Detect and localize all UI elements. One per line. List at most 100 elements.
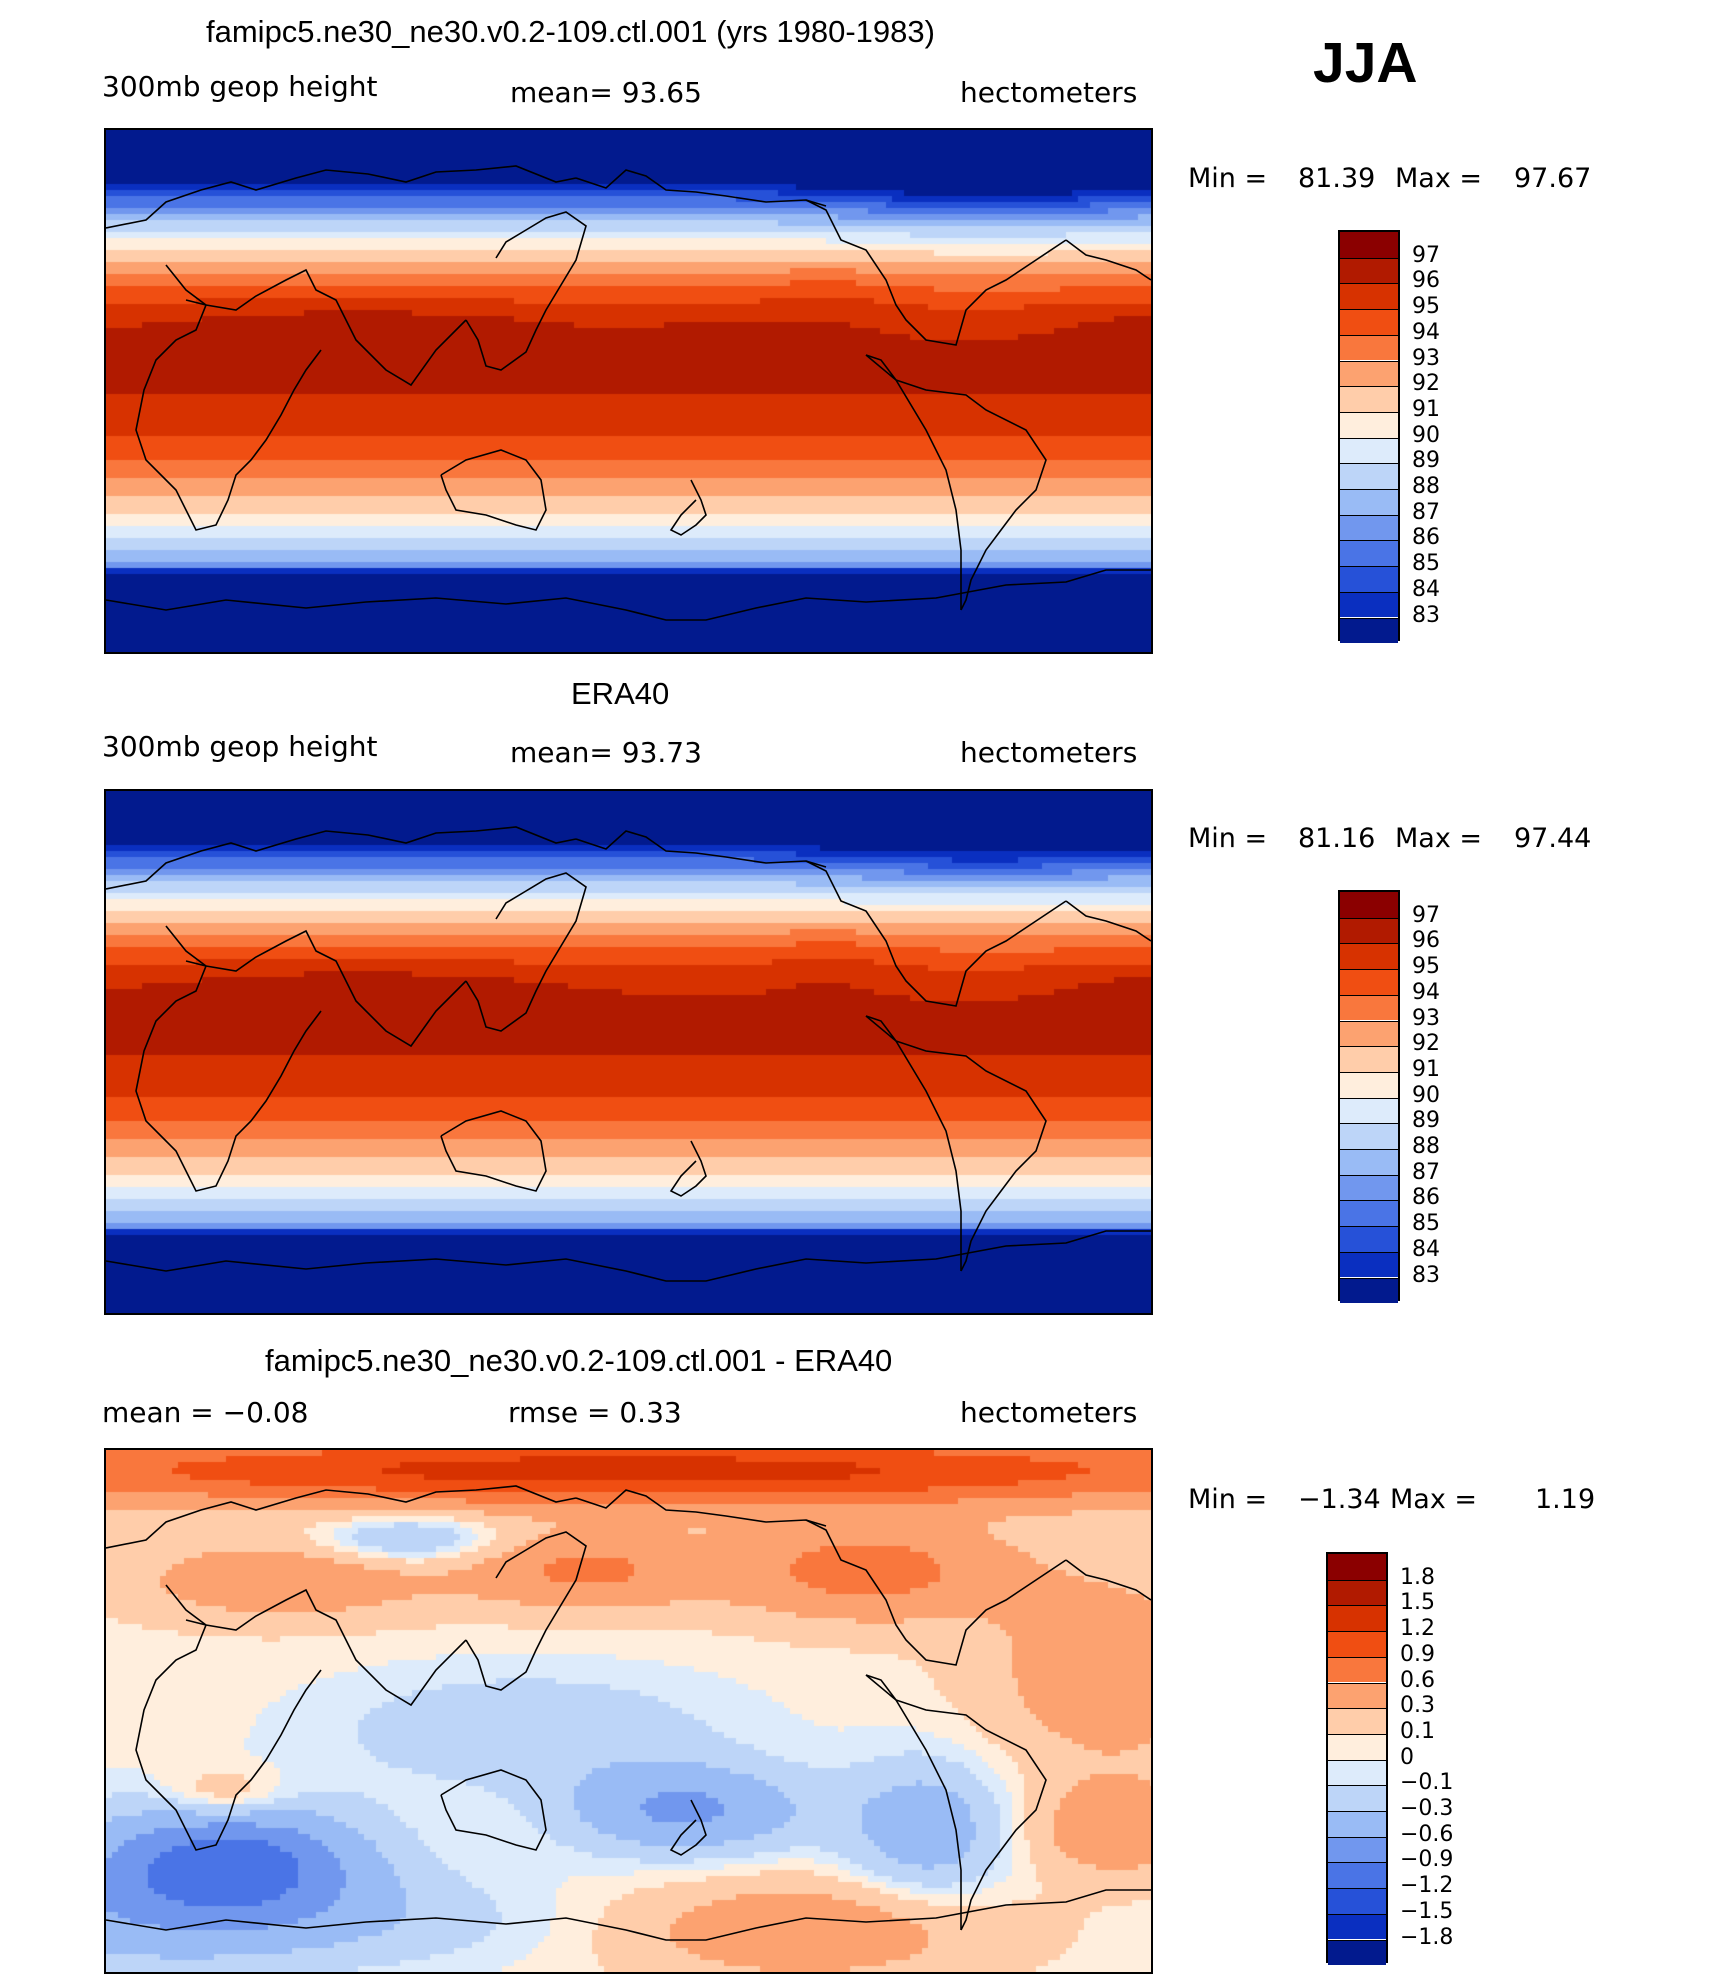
colorbar-swatch <box>1328 1605 1386 1632</box>
colorbar-level-label: 1.5 <box>1400 1590 1435 1616</box>
panel1-max-value: 97.67 <box>1514 163 1592 194</box>
panel3-min-value: −1.34 <box>1298 1484 1381 1515</box>
filled-contour-field <box>106 1450 1151 1972</box>
colorbar-level-label: 89 <box>1412 448 1440 474</box>
panel1-title: famipc5.ne30_ne30.v0.2-109.ctl.001 (yrs … <box>206 14 935 49</box>
colorbar-level-label: 91 <box>1412 396 1440 422</box>
coastline <box>865 1674 962 1930</box>
colorbar-level-label: 95 <box>1412 294 1440 320</box>
colorbar-swatch <box>1340 943 1398 970</box>
colorbar-level-label: 93 <box>1412 345 1440 371</box>
coastline <box>440 449 547 531</box>
colorbar-level-label: 96 <box>1412 268 1440 294</box>
coastline <box>865 1674 1047 1931</box>
filled-contour-field <box>106 791 1151 1313</box>
panel2-map <box>104 789 1153 1315</box>
colorbar-swatch <box>1340 994 1398 1021</box>
panel3-map <box>104 1448 1153 1974</box>
colorbar-level-label: −0.3 <box>1400 1796 1454 1821</box>
colorbar-level-label: 0.6 <box>1400 1667 1435 1693</box>
colorbar-swatch-stack <box>1326 1552 1388 1966</box>
filled-contour-field <box>106 130 1151 652</box>
coastline <box>106 1889 1151 1941</box>
coastline <box>135 264 322 531</box>
coastline <box>1065 900 1151 942</box>
colorbar-swatch <box>1340 1251 1398 1278</box>
colorbar-level-label: 83 <box>1412 1262 1440 1288</box>
colorbar-swatch-stack <box>1338 230 1400 644</box>
panel1-max-label: Max = <box>1395 163 1483 194</box>
panel3-title: famipc5.ne30_ne30.v0.2-109.ctl.001 - ERA… <box>265 1343 893 1378</box>
colorbar-swatch <box>1328 1733 1386 1760</box>
coastline <box>669 479 707 536</box>
colorbar-level-label: 0.9 <box>1400 1641 1435 1667</box>
colorbar-swatch <box>1340 360 1398 387</box>
season-label: JJA <box>1313 31 1418 95</box>
coastline <box>669 1140 707 1197</box>
coastline <box>575 1489 827 1527</box>
panel2-max-label: Max = <box>1395 823 1483 854</box>
panel2-min-label: Min = <box>1188 823 1268 854</box>
colorbar-level-label: 97 <box>1412 242 1440 268</box>
coastline <box>465 872 587 1032</box>
coastline <box>805 1519 1067 1666</box>
colorbar-swatch <box>1340 617 1398 644</box>
colorbar-level-label: 88 <box>1412 1134 1440 1159</box>
colorbar-swatch <box>1328 1939 1386 1966</box>
colorbar-swatch <box>1340 283 1398 310</box>
panel2-variable-label: 300mb geop height <box>102 730 378 763</box>
colorbar-swatch <box>1340 1123 1398 1149</box>
colorbar-swatch <box>1328 1682 1386 1709</box>
coastline <box>440 1110 547 1192</box>
coastline <box>106 165 577 229</box>
panel3-mean-label: mean = −0.08 <box>102 1396 309 1429</box>
colorbar-swatch <box>1340 1046 1398 1072</box>
panel2-title: ERA40 <box>571 676 670 711</box>
colorbar-level-label: 1.2 <box>1400 1616 1435 1642</box>
colorbar-level-label: 1.8 <box>1400 1564 1435 1590</box>
panel3-max-value: 1.19 <box>1535 1484 1596 1515</box>
coastline <box>106 1230 1151 1282</box>
colorbar-level-label: 0.3 <box>1400 1693 1435 1719</box>
colorbar-level-label: 86 <box>1412 525 1440 551</box>
colorbar-swatch <box>1340 892 1398 918</box>
panel2-mean-label: mean= 93.73 <box>510 736 702 769</box>
colorbar-swatch <box>1340 917 1398 944</box>
colorbar-level-label: 87 <box>1412 499 1440 525</box>
colorbar-level-label: 84 <box>1412 576 1440 602</box>
coastline <box>865 354 962 610</box>
colorbar-swatch <box>1340 591 1398 618</box>
colorbar-swatch <box>1340 257 1398 284</box>
coastline <box>865 1015 962 1271</box>
colorbar-swatch <box>1340 514 1398 541</box>
coastline <box>185 929 467 1048</box>
coastline <box>135 1584 322 1851</box>
colorbar-level-label: 87 <box>1412 1159 1440 1185</box>
colorbar-swatch <box>1328 1913 1386 1940</box>
panel1-map <box>104 128 1153 654</box>
colorbar-swatch <box>1340 1200 1398 1227</box>
coastline <box>865 354 1047 611</box>
colorbar-swatch <box>1340 969 1398 995</box>
colorbar-swatch <box>1340 386 1398 412</box>
colorbar-level-label: −0.9 <box>1400 1847 1454 1873</box>
colorbar-level-label: −1.5 <box>1400 1898 1454 1924</box>
colorbar-swatch <box>1340 1020 1398 1047</box>
colorbar-swatch <box>1328 1836 1386 1863</box>
colorbar-level-label: 93 <box>1412 1005 1440 1031</box>
colorbar-swatch <box>1328 1708 1386 1734</box>
coastline <box>440 1769 547 1851</box>
colorbar-level-label: 92 <box>1412 371 1440 397</box>
colorbar-swatch <box>1328 1759 1386 1786</box>
colorbar-level-label: 89 <box>1412 1108 1440 1134</box>
coastline <box>185 268 467 387</box>
colorbar-level-label: 90 <box>1412 1082 1440 1108</box>
coastline <box>805 199 1067 346</box>
colorbar-level-label: 95 <box>1412 954 1440 980</box>
colorbar-level-label: 92 <box>1412 1031 1440 1057</box>
coastline <box>575 830 827 868</box>
panel3-units-label: hectometers <box>960 1396 1138 1429</box>
colorbar-level-label: 83 <box>1412 602 1440 628</box>
colorbar-level-label: 90 <box>1412 422 1440 448</box>
panel3-rmse-label: rmse = 0.33 <box>508 1396 682 1429</box>
